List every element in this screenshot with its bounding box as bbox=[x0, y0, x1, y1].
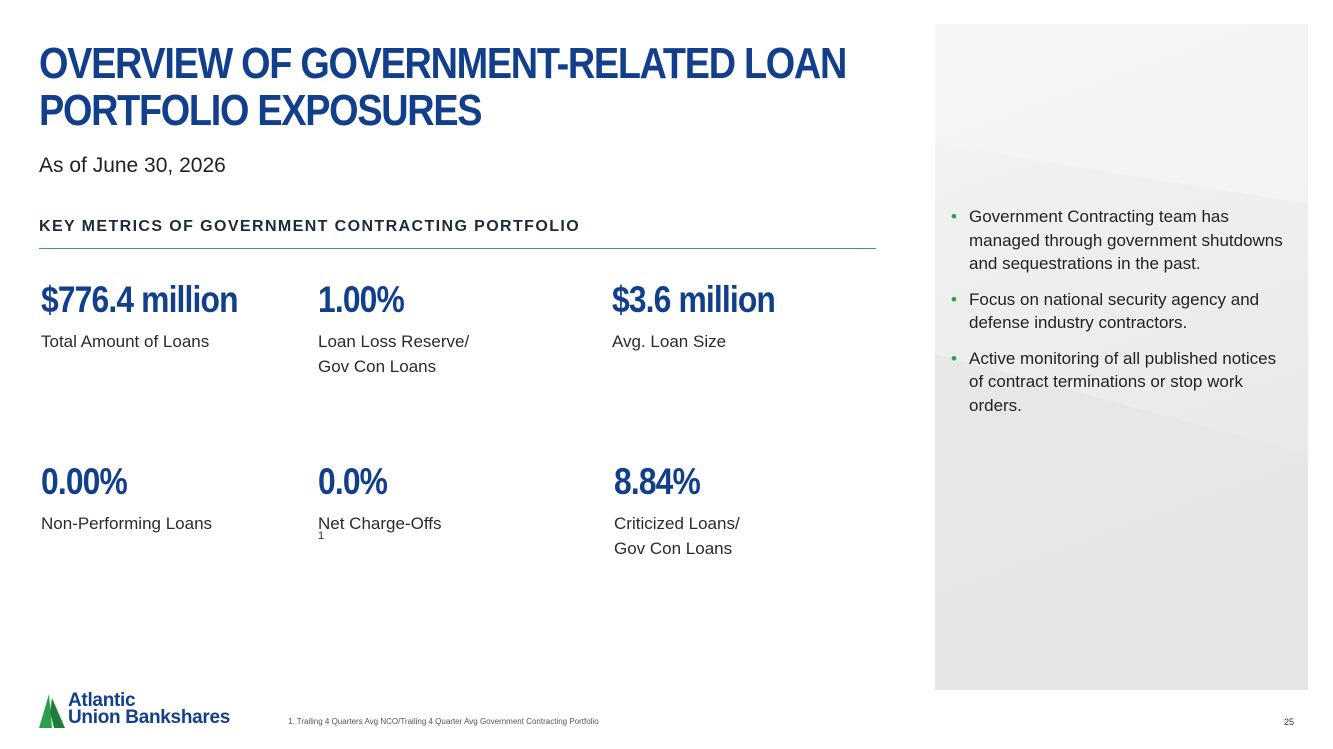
bullet-icon: • bbox=[951, 289, 957, 309]
logo-wordmark: Atlantic Union Bankshares bbox=[68, 690, 231, 728]
metric-label-line: Non-Performing Loans bbox=[41, 514, 213, 533]
bullet-text: Government Contracting team has managed … bbox=[969, 207, 1283, 273]
key-points-list: • Government Contracting team has manage… bbox=[950, 205, 1290, 429]
metric-label-line: Gov Con Loans bbox=[614, 539, 733, 558]
metric-net-charge-offs: 0.0% Net Charge-Offs 1 bbox=[318, 461, 442, 542]
section-heading: KEY METRICS OF GOVERNMENT CONTRACTING PO… bbox=[39, 218, 581, 235]
metric-label-line: Gov Con Loans bbox=[318, 357, 437, 376]
metric-label-line: Criticized Loans/ bbox=[614, 514, 740, 533]
metric-value: $776.4 million bbox=[41, 279, 239, 320]
as-of-date: As of June 30, 2026 bbox=[39, 154, 226, 177]
metric-label: Non-Performing Loans bbox=[41, 511, 212, 536]
metric-label-line: Loan Loss Reserve/ bbox=[318, 332, 470, 351]
metric-label-text: Net Charge-Offs bbox=[318, 514, 442, 533]
section-divider bbox=[39, 248, 876, 249]
metric-value: 1.00% bbox=[318, 279, 405, 320]
slide-title-line-2: PORTFOLIO EXPOSURES bbox=[39, 86, 483, 135]
metric-label: Loan Loss Reserve/ Gov Con Loans bbox=[318, 329, 469, 379]
logo-line-1: Atlantic bbox=[68, 690, 136, 711]
metric-label-line: Avg. Loan Size bbox=[612, 332, 727, 351]
metric-criticized-loans: 8.84% Criticized Loans/ Gov Con Loans bbox=[614, 462, 740, 561]
bullet-text: Focus on national security agency and de… bbox=[969, 289, 1260, 333]
metric-label-line: Total Amount of Loans bbox=[41, 332, 210, 351]
slide-title: OVERVIEW OF GOVERNMENT-RELATED LOAN PORT… bbox=[39, 39, 847, 135]
metric-label-line: Net Charge-Offs 1 bbox=[318, 511, 442, 542]
list-item: • Active monitoring of all published not… bbox=[950, 347, 1290, 418]
bullet-icon: • bbox=[951, 207, 957, 226]
metric-label: Net Charge-Offs 1 bbox=[318, 511, 442, 542]
metric-value: 0.00% bbox=[41, 461, 128, 502]
footnote: 1. Trailing 4 Quarters Avg NCO/Trailing … bbox=[288, 717, 599, 726]
metric-label: Criticized Loans/ Gov Con Loans bbox=[614, 511, 740, 561]
company-logo: Atlantic Union Bankshares bbox=[39, 690, 269, 732]
metric-value: $3.6 million bbox=[612, 279, 776, 320]
bullet-icon: • bbox=[951, 348, 957, 368]
metric-label: Avg. Loan Size bbox=[612, 329, 802, 354]
metric-non-performing: 0.00% Non-Performing Loans bbox=[41, 462, 212, 536]
logo-line-2: Union Bankshares bbox=[68, 707, 231, 728]
metric-value: 0.0% bbox=[318, 461, 388, 502]
metric-avg-loan-size: $3.6 million Avg. Loan Size bbox=[612, 280, 802, 354]
list-item: • Focus on national security agency and … bbox=[950, 288, 1290, 335]
side-panel bbox=[935, 24, 1308, 690]
panel-background-shape bbox=[935, 24, 1308, 690]
metric-total-loans: $776.4 million Total Amount of Loans bbox=[41, 280, 270, 354]
logo-mark-icon bbox=[39, 694, 65, 728]
metric-label: Total Amount of Loans bbox=[41, 329, 270, 354]
bullet-text: Active monitoring of all published notic… bbox=[969, 348, 1277, 415]
list-item: • Government Contracting team has manage… bbox=[950, 205, 1290, 276]
slide-title-line-1: OVERVIEW OF GOVERNMENT-RELATED LOAN bbox=[39, 39, 847, 88]
metric-loan-loss-reserve: 1.00% Loan Loss Reserve/ Gov Con Loans bbox=[318, 280, 469, 379]
page-number: 25 bbox=[1283, 717, 1294, 727]
metric-value: 8.84% bbox=[614, 461, 701, 502]
